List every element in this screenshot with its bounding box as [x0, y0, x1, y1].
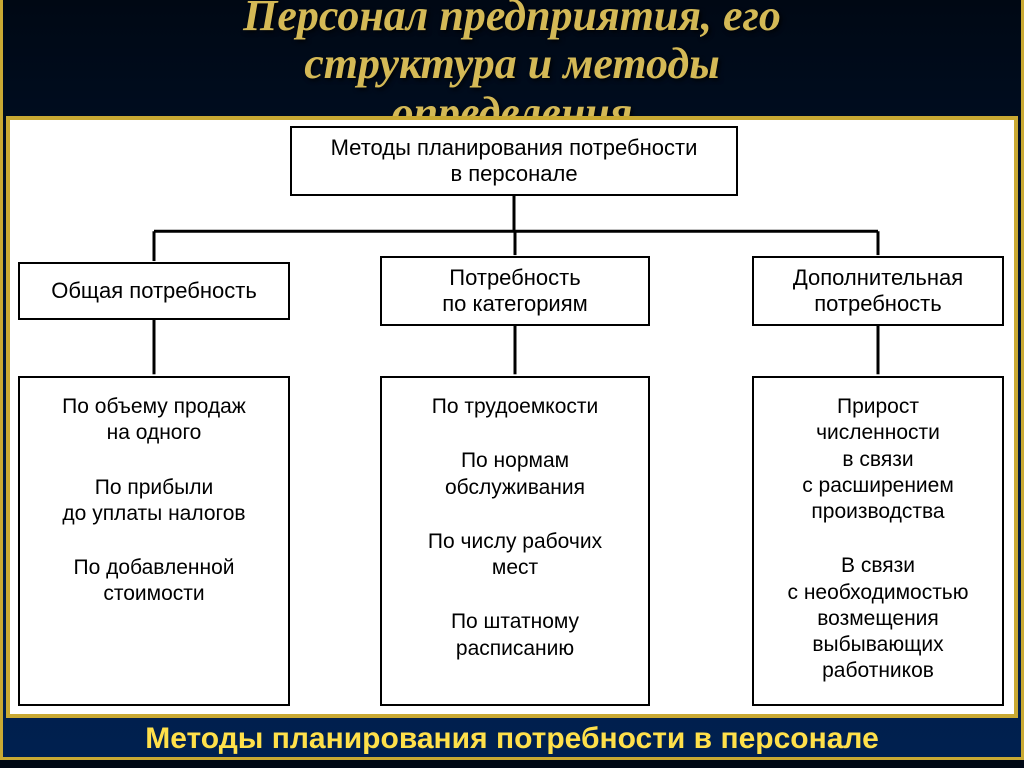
detail-item: По нормамобслуживания [392, 448, 638, 501]
detail-item: Приростчисленностив связис расширениемпр… [764, 394, 992, 525]
detail-item: По трудоемкости [392, 394, 638, 420]
detail-box-additional: Приростчисленностив связис расширениемпр… [752, 376, 1004, 706]
detail-item: По объему продажна одного [30, 394, 278, 447]
title-line: структура и методы [304, 39, 720, 88]
root-box: Методы планирования потребностив персона… [290, 126, 738, 196]
detail-item: По добавленнойстоимости [30, 555, 278, 608]
branch-box-additional: Дополнительнаяпотребность [752, 256, 1004, 326]
diagram-area: Методы планирования потребностив персона… [6, 116, 1018, 718]
detail-box-general: По объему продажна одного По прибылидо уп… [18, 376, 290, 706]
branch-box-category: Потребностьпо категориям [380, 256, 650, 326]
detail-box-category: По трудоемкости По нормамобслуживания По ч… [380, 376, 650, 706]
detail-item: По штатномурасписанию [392, 609, 638, 662]
detail-item: По прибылидо уплаты налогов [30, 475, 278, 528]
title-line: Персонал предприятия, его [243, 0, 781, 40]
branch-box-general: Общая потребность [18, 262, 290, 320]
detail-item: В связис необходимостьювозмещениявыбываю… [764, 553, 992, 684]
caption: Методы планирования потребности в персон… [0, 722, 1024, 756]
detail-item: По числу рабочихмест [392, 529, 638, 582]
